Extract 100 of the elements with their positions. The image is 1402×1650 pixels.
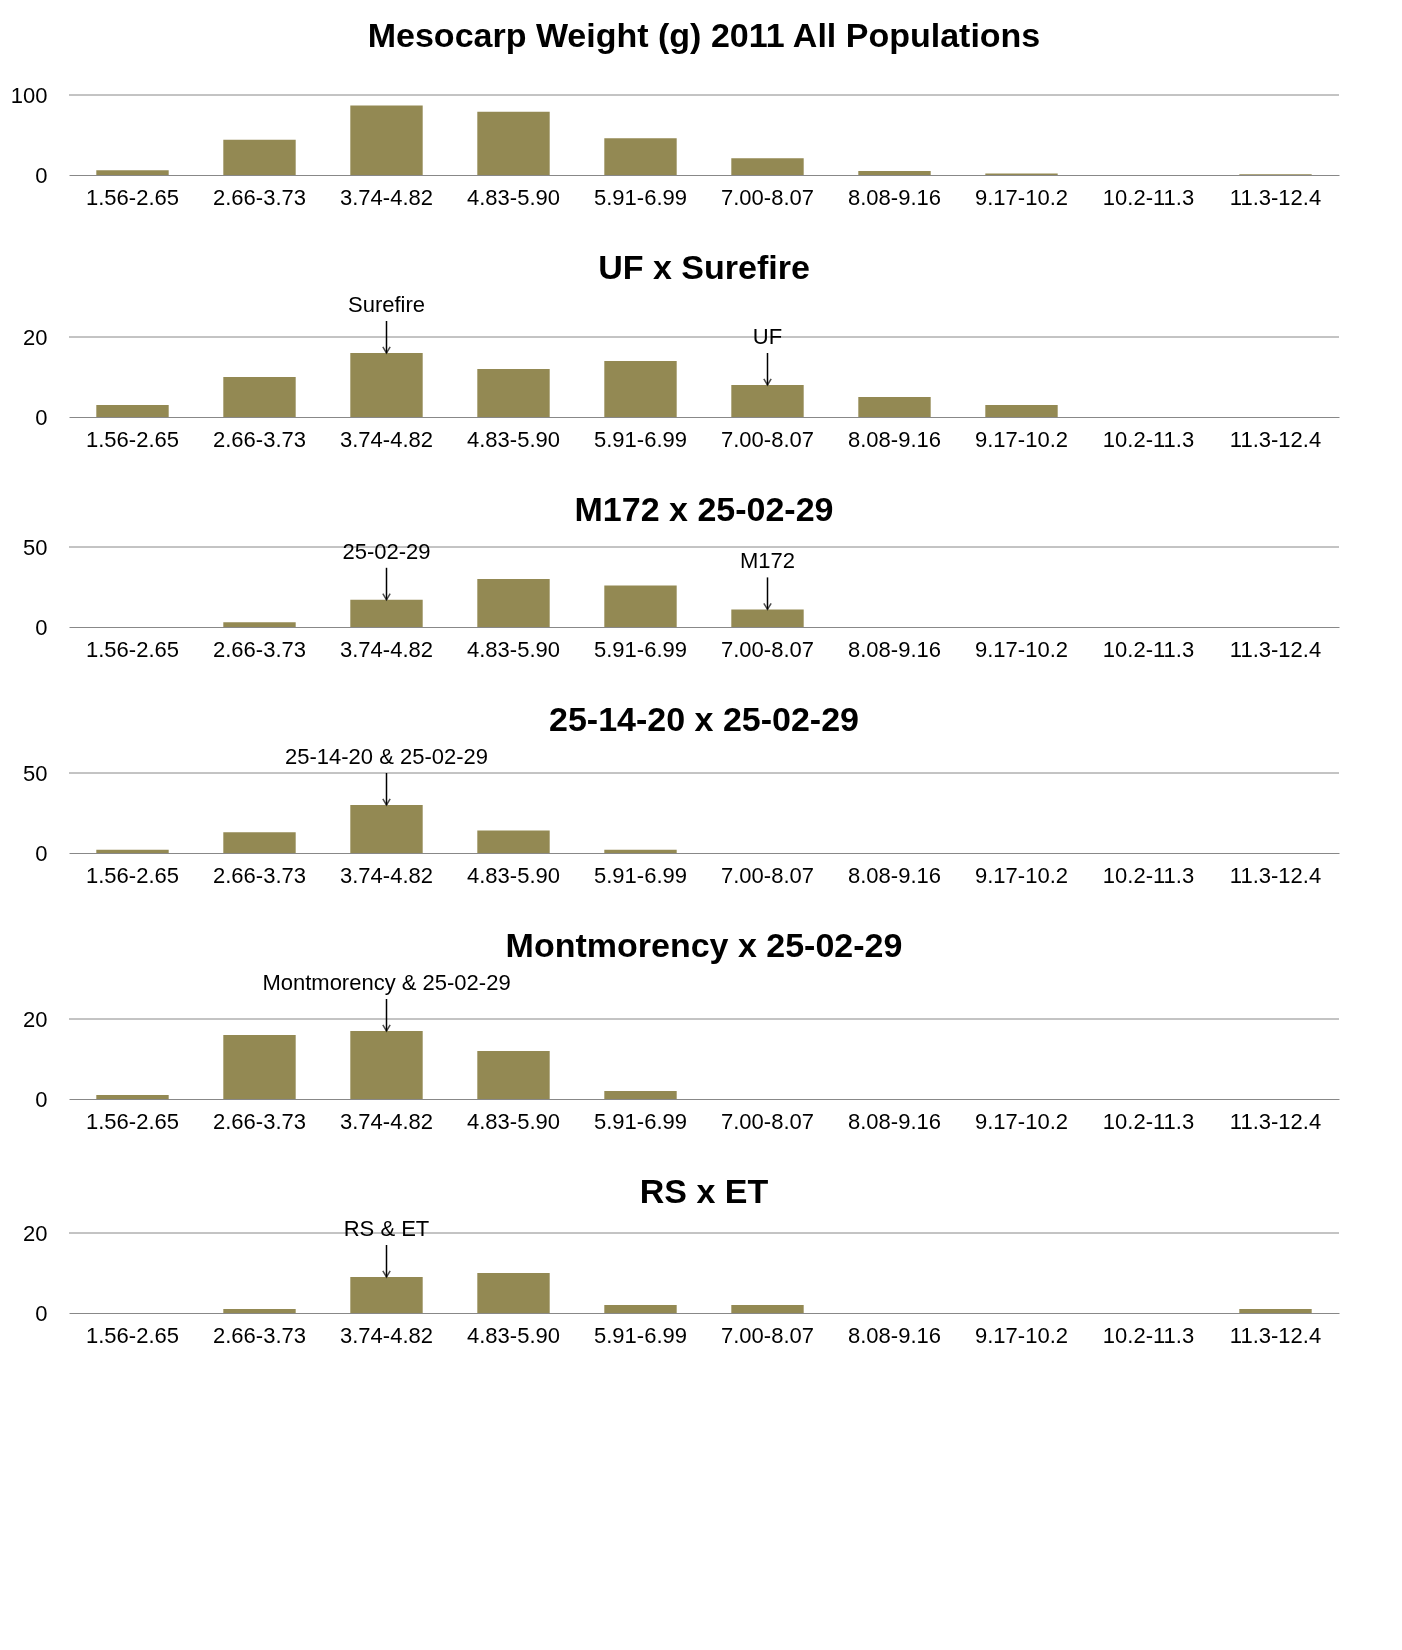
x-tick-label: 9.17-10.2 bbox=[975, 1108, 1068, 1134]
x-tick-label: 5.91-6.99 bbox=[594, 862, 687, 888]
x-tick-label: 4.83-5.90 bbox=[467, 1108, 560, 1134]
y-tick-label: 20 bbox=[23, 1006, 48, 1032]
bar bbox=[223, 139, 296, 175]
x-tick-label: 4.83-5.90 bbox=[467, 1322, 560, 1348]
x-tick-label: 4.83-5.90 bbox=[467, 636, 560, 662]
x-tick-label: 3.74-4.82 bbox=[340, 426, 433, 452]
x-tick-label: 1.56-2.65 bbox=[86, 184, 179, 210]
chart-title: M172 x 25-02-29 bbox=[574, 490, 834, 528]
x-tick-label: 8.08-9.16 bbox=[848, 426, 941, 452]
x-tick-label: 2.66-3.73 bbox=[213, 862, 306, 888]
x-tick-label: 9.17-10.2 bbox=[975, 184, 1068, 210]
bar bbox=[350, 599, 423, 627]
bar bbox=[96, 170, 169, 175]
y-tick-label: 0 bbox=[35, 404, 48, 430]
bar bbox=[350, 805, 423, 853]
x-tick-label: 10.2-11.3 bbox=[1102, 426, 1195, 452]
x-tick-label: 2.66-3.73 bbox=[213, 1322, 306, 1348]
bar bbox=[477, 1051, 550, 1099]
x-tick-label: 1.56-2.65 bbox=[86, 1322, 179, 1348]
bar bbox=[604, 849, 677, 853]
x-tick-label: 4.83-5.90 bbox=[467, 184, 560, 210]
x-tick-label: 1.56-2.65 bbox=[86, 1108, 179, 1134]
x-tick-label: 9.17-10.2 bbox=[975, 1322, 1068, 1348]
bar bbox=[223, 1309, 296, 1313]
bar bbox=[604, 361, 677, 417]
x-tick-label: 10.2-11.3 bbox=[1102, 862, 1195, 888]
x-tick-label: 4.83-5.90 bbox=[467, 426, 560, 452]
x-tick-label: 1.56-2.65 bbox=[86, 636, 179, 662]
x-tick-label: 4.83-5.90 bbox=[467, 862, 560, 888]
x-tick-label: 7.00-8.07 bbox=[721, 1108, 814, 1134]
bar bbox=[477, 579, 550, 627]
x-tick-label: 8.08-9.16 bbox=[848, 862, 941, 888]
x-tick-label: 8.08-9.16 bbox=[848, 1322, 941, 1348]
annotation: UF bbox=[752, 324, 783, 349]
annotation: M172 bbox=[739, 548, 796, 574]
x-tick-label: 5.91-6.99 bbox=[594, 636, 687, 662]
x-tick-label: 1.56-2.65 bbox=[86, 426, 179, 452]
x-tick-label: 9.17-10.2 bbox=[975, 636, 1068, 662]
bar bbox=[604, 1091, 677, 1099]
x-tick-label: 3.74-4.82 bbox=[340, 1108, 433, 1134]
annotation: Surefire bbox=[347, 292, 426, 317]
chart-title: Mesocarp Weight (g) 2011 All Populations bbox=[367, 16, 1041, 54]
bar bbox=[96, 405, 169, 417]
x-tick-label: 11.3-12.4 bbox=[1229, 1108, 1322, 1134]
x-tick-label: 9.17-10.2 bbox=[975, 862, 1068, 888]
bar bbox=[477, 111, 550, 175]
x-tick-label: 1.56-2.65 bbox=[86, 862, 179, 888]
x-tick-label: 7.00-8.07 bbox=[721, 184, 814, 210]
chart-title: RS x ET bbox=[639, 1172, 769, 1210]
y-tick-label: 0 bbox=[35, 840, 48, 866]
y-tick-label: 0 bbox=[35, 1300, 48, 1326]
annotation: RS & ET bbox=[343, 1216, 430, 1241]
bar bbox=[96, 1095, 169, 1099]
y-tick-label: 50 bbox=[23, 760, 48, 786]
x-tick-label: 5.91-6.99 bbox=[594, 1108, 687, 1134]
x-tick-label: 5.91-6.99 bbox=[594, 1322, 687, 1348]
bar bbox=[731, 158, 804, 175]
x-tick-label: 11.3-12.4 bbox=[1229, 426, 1322, 452]
x-tick-label: 5.91-6.99 bbox=[594, 426, 687, 452]
x-tick-label: 3.74-4.82 bbox=[340, 184, 433, 210]
annotation: Montmorency & 25-02-29 bbox=[262, 970, 511, 995]
bar bbox=[604, 1305, 677, 1313]
x-tick-label: 3.74-4.82 bbox=[340, 636, 433, 662]
bar bbox=[477, 1273, 550, 1313]
y-tick-label: 100 bbox=[10, 82, 48, 108]
bar bbox=[350, 353, 423, 417]
x-tick-label: 7.00-8.07 bbox=[721, 862, 814, 888]
bar bbox=[477, 369, 550, 417]
y-tick-label: 20 bbox=[23, 1220, 48, 1246]
y-tick-label: 0 bbox=[35, 162, 48, 188]
bar bbox=[477, 830, 550, 853]
x-tick-label: 11.3-12.4 bbox=[1229, 862, 1322, 888]
x-tick-label: 3.74-4.82 bbox=[340, 862, 433, 888]
y-tick-label: 20 bbox=[23, 324, 48, 350]
bar bbox=[731, 385, 804, 417]
y-tick-label: 0 bbox=[35, 614, 48, 640]
x-tick-label: 7.00-8.07 bbox=[721, 636, 814, 662]
x-tick-label: 9.17-10.2 bbox=[975, 426, 1068, 452]
y-tick-label: 50 bbox=[23, 534, 48, 560]
x-tick-label: 5.91-6.99 bbox=[594, 184, 687, 210]
x-tick-label: 2.66-3.73 bbox=[213, 636, 306, 662]
x-tick-label: 10.2-11.3 bbox=[1102, 1108, 1195, 1134]
bar bbox=[1239, 1309, 1312, 1313]
bar bbox=[350, 1031, 423, 1099]
x-tick-label: 10.2-11.3 bbox=[1102, 636, 1195, 662]
x-tick-label: 8.08-9.16 bbox=[848, 636, 941, 662]
bar bbox=[604, 138, 677, 175]
bar bbox=[223, 377, 296, 417]
x-tick-label: 11.3-12.4 bbox=[1229, 1322, 1322, 1348]
x-tick-label: 8.08-9.16 bbox=[848, 1108, 941, 1134]
x-tick-label: 7.00-8.07 bbox=[721, 1322, 814, 1348]
bar bbox=[731, 609, 804, 627]
x-tick-label: 10.2-11.3 bbox=[1102, 184, 1195, 210]
bar bbox=[350, 1277, 423, 1313]
bar bbox=[223, 1035, 296, 1099]
bar bbox=[604, 585, 677, 627]
x-tick-label: 10.2-11.3 bbox=[1102, 1322, 1195, 1348]
chart-title: Montmorency x 25-02-29 bbox=[505, 926, 903, 964]
